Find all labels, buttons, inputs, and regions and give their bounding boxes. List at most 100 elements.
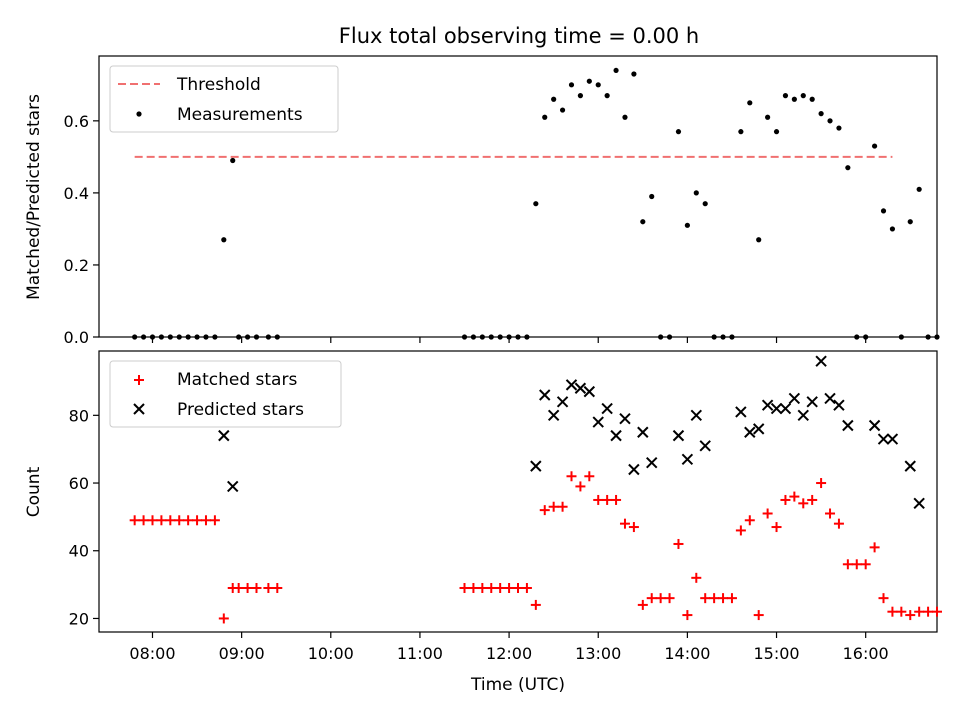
measurement-point — [265, 334, 271, 340]
y-tick-label: 40 — [69, 542, 89, 561]
predicted-point — [761, 399, 774, 411]
predicted-point — [530, 460, 542, 472]
measurement-point — [631, 71, 637, 77]
measurement-point — [898, 334, 904, 340]
measurement-point — [559, 107, 566, 113]
count-plot: Count Time (UTC) 20 40 60 80 08:00 09:00 10:00… — [24, 350, 942, 695]
measurement-point — [149, 334, 156, 340]
predicted-point — [744, 426, 756, 438]
y-tick-label: 60 — [69, 474, 89, 493]
matched-point — [700, 593, 711, 604]
predicted-point — [815, 355, 827, 367]
count-plot-marks — [129, 355, 942, 624]
measurement-point — [568, 82, 575, 88]
y-tick-label: 0.6 — [64, 112, 89, 131]
count-plot-legend: Matched stars Predicted stars — [109, 360, 342, 428]
matched-point — [504, 582, 515, 593]
matched-point — [539, 505, 550, 516]
predicted-point — [806, 396, 818, 408]
measurement-point — [738, 129, 744, 135]
predicted-point — [565, 379, 578, 391]
predicted-point — [752, 423, 765, 435]
matched-point — [923, 606, 934, 617]
measurement-point — [167, 334, 173, 340]
matched-point — [887, 606, 898, 617]
measurement-point — [773, 129, 780, 135]
matched-point — [878, 593, 889, 604]
matched-point — [655, 593, 666, 604]
measurement-point — [488, 334, 494, 340]
matched-point — [218, 613, 229, 624]
matched-point — [233, 582, 244, 593]
measurement-point — [158, 334, 165, 340]
matched-point — [771, 522, 782, 533]
matched-point — [753, 610, 764, 621]
predicted-point — [574, 382, 587, 394]
measurement-point — [934, 334, 940, 340]
x-tick-label: 11:00 — [397, 644, 443, 663]
matched-point — [682, 610, 693, 621]
matched-point — [914, 606, 925, 617]
predicted-point — [788, 392, 801, 405]
predicted-point — [547, 409, 560, 422]
predicted-point — [886, 433, 899, 445]
predicted-point — [735, 406, 747, 418]
predicted-point — [628, 463, 640, 476]
matched-point — [611, 494, 622, 505]
measurement-point — [140, 334, 147, 340]
measurement-point — [880, 208, 887, 214]
measurement-point — [506, 334, 512, 340]
legend-threshold-label: Threshold — [176, 75, 261, 95]
matched-point — [780, 494, 791, 505]
predicted-point — [672, 429, 685, 442]
matched-point — [138, 515, 149, 526]
measurement-point — [176, 334, 182, 340]
matched-point — [530, 599, 541, 610]
measurement-point — [244, 334, 251, 340]
matched-point — [789, 491, 800, 502]
matched-point — [869, 542, 880, 553]
measurement-point — [809, 96, 815, 102]
matched-point — [932, 606, 942, 617]
matched-point — [548, 501, 559, 512]
predicted-point — [833, 399, 845, 411]
ratio-plot: Matched/Predicted stars 0.0 0.2 0.4 0.6 Thr… — [24, 55, 940, 347]
predicted-point — [681, 453, 694, 466]
matched-point — [165, 515, 176, 526]
matched-point — [209, 515, 220, 526]
matched-point — [673, 538, 684, 549]
measurement-point — [194, 334, 200, 340]
measurement-point — [675, 129, 682, 135]
measurement-point — [925, 334, 931, 340]
measurement-point — [515, 334, 521, 340]
matched-point — [584, 471, 595, 482]
measurement-point — [729, 334, 735, 340]
measurement-point — [747, 100, 753, 106]
measurement-point — [640, 219, 646, 225]
matched-point — [833, 518, 844, 529]
predicted-point — [592, 416, 604, 428]
measurement-point — [702, 201, 708, 207]
matched-legend-marker — [134, 375, 144, 385]
matched-point — [646, 593, 657, 604]
matched-point — [842, 559, 853, 570]
matched-point — [905, 610, 916, 621]
measurement-point — [604, 93, 610, 99]
y-tick-label: 0.4 — [64, 184, 89, 203]
ratio-plot-ylabel: Matched/Predicted stars — [24, 94, 44, 300]
y-tick-label: 20 — [69, 609, 89, 628]
matched-point — [183, 515, 194, 526]
y-tick-label: 80 — [69, 406, 89, 425]
predicted-point — [699, 440, 711, 452]
matched-point — [860, 559, 871, 570]
measurement-point — [230, 157, 236, 164]
matched-point — [272, 582, 283, 593]
predicted-point — [539, 389, 551, 401]
matched-point — [896, 606, 907, 617]
matched-point — [468, 582, 479, 593]
matched-point — [192, 515, 203, 526]
count-plot-frame — [98, 350, 938, 633]
x-tick-label: 15:00 — [753, 644, 799, 663]
x-tick-label: 14:00 — [664, 644, 710, 663]
measurement-point — [236, 334, 242, 340]
